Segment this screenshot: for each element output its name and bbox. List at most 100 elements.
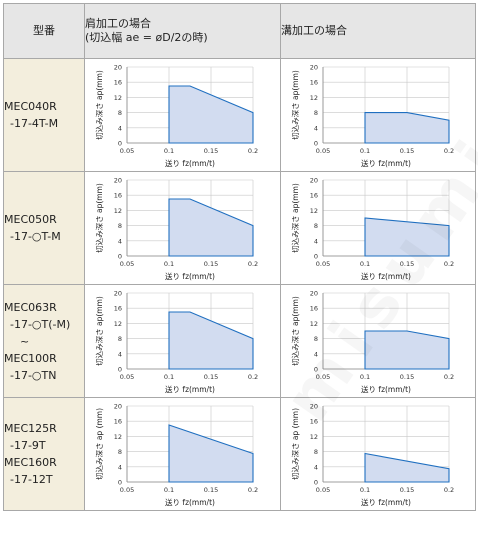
x-axis-label: 送り fz(mm/t) <box>165 384 215 394</box>
model-cell: MEC050R -17-○T-M <box>3 171 85 285</box>
y-tick-label: 12 <box>114 207 122 215</box>
x-tick-label: 0.15 <box>400 486 414 494</box>
y-tick-label: 4 <box>314 237 318 245</box>
model-line: -17-9T <box>10 439 46 452</box>
x-tick-label: 0.05 <box>120 373 134 381</box>
y-tick-label: 0 <box>314 479 318 487</box>
y-tick-label: 0 <box>314 253 318 261</box>
x-tick-label: 0.2 <box>248 260 258 268</box>
model-line: MEC100R <box>4 351 57 365</box>
y-tick-label: 12 <box>310 207 318 215</box>
model-line: MEC040R <box>4 100 57 113</box>
model-line: MEC063R <box>4 300 57 314</box>
y-tick-label: 12 <box>310 433 318 441</box>
y-tick-label: 8 <box>118 109 122 117</box>
range-area <box>168 198 254 257</box>
x-axis-label: 送り fz(mm/t) <box>361 497 411 507</box>
y-tick-label: 16 <box>310 305 318 313</box>
groove-chart-cell: 0 4 8 12 16 20 0.05 0.1 0.15 0.2 送り fz(mm/t) 切込み深さ … <box>280 397 476 511</box>
shoulder-chart: 0 4 8 12 16 20 0.05 0.1 0.15 0.2 送り fz(mm/t) 切込み深さ … <box>95 403 258 508</box>
y-tick-label: 8 <box>118 222 122 230</box>
y-axis-label: 切込み深さ ap (mm) <box>95 408 104 480</box>
header-shoulder: 肩加工の場合 (切込幅 ae = øD/2の時) <box>84 3 281 59</box>
table-row: MEC063R -17-○T(-M) ~ MEC100R -17-○TN 0 4 8… <box>3 284 476 398</box>
y-tick-label: 16 <box>310 79 318 87</box>
x-tick-label: 0.1 <box>164 486 174 494</box>
x-tick-label: 0.2 <box>248 147 258 155</box>
y-tick-label: 16 <box>114 418 122 426</box>
x-tick-label: 0.15 <box>204 486 218 494</box>
y-tick-label: 0 <box>314 366 318 374</box>
model-line: MEC160R <box>4 456 57 469</box>
y-tick-label: 20 <box>114 64 122 72</box>
shoulder-chart-cell: 0 4 8 12 16 20 0.05 0.1 0.15 0.2 送り fz(mm/t) 切込み深さ … <box>84 397 281 511</box>
header-groove: 溝加工の場合 <box>280 3 476 59</box>
shoulder-chart-cell: 0 4 8 12 16 20 0.05 0.1 0.15 0.2 送り fz(mm/t) 切込み深さ … <box>84 171 281 285</box>
model-line: MEC050R <box>4 213 57 226</box>
cutting-conditions-table: 型番 肩加工の場合 (切込幅 ae = øD/2の時) 溝加工の場合 MEC04… <box>3 3 476 511</box>
groove-chart: 0 4 8 12 16 20 0.05 0.1 0.15 0.2 送り fz(mm/t) 切込み深さ … <box>291 403 454 508</box>
y-tick-label: 4 <box>118 237 122 245</box>
y-tick-label: 4 <box>314 124 318 132</box>
x-tick-label: 0.05 <box>316 373 330 381</box>
y-tick-label: 16 <box>114 192 122 200</box>
groove-chart-cell: 0 4 8 12 16 20 0.05 0.1 0.15 0.2 送り fz(mm/t) 切込み深さ … <box>280 58 476 172</box>
x-tick-label: 0.1 <box>360 486 370 494</box>
range-area <box>168 424 254 483</box>
x-axis-label: 送り fz(mm/t) <box>165 158 215 168</box>
x-axis-label: 送り fz(mm/t) <box>165 271 215 281</box>
y-tick-label: 0 <box>118 140 122 148</box>
header-shoulder-line1: 肩加工の場合 <box>85 17 151 30</box>
x-tick-label: 0.05 <box>316 147 330 155</box>
y-tick-label: 4 <box>118 124 122 132</box>
y-tick-label: 20 <box>114 177 122 185</box>
x-tick-label: 0.15 <box>204 147 218 155</box>
model-line: -17-○T-M <box>10 230 61 243</box>
range-area <box>168 85 254 144</box>
y-tick-label: 0 <box>118 366 122 374</box>
y-tick-label: 12 <box>310 94 318 102</box>
x-tick-label: 0.05 <box>316 260 330 268</box>
y-tick-label: 8 <box>118 335 122 343</box>
y-axis-label: 切込み深さ ap(mm) <box>95 183 104 253</box>
y-tick-label: 12 <box>114 433 122 441</box>
y-tick-label: 20 <box>310 64 318 72</box>
x-tick-label: 0.15 <box>400 373 414 381</box>
shoulder-chart-cell: 0 4 8 12 16 20 0.05 0.1 0.15 0.2 送り fz(mm/t) 切込み深さ … <box>84 58 281 172</box>
x-axis-label: 送り fz(mm/t) <box>361 384 411 394</box>
shoulder-chart: 0 4 8 12 16 20 0.05 0.1 0.15 0.2 送り fz(mm/t) 切込み深さ … <box>95 177 258 282</box>
y-axis-label: 切込み深さ ap(mm) <box>95 296 104 366</box>
y-tick-label: 8 <box>314 109 318 117</box>
x-axis-label: 送り fz(mm/t) <box>361 158 411 168</box>
model-line: ~ <box>20 334 30 348</box>
x-tick-label: 0.05 <box>316 486 330 494</box>
y-axis-label: 切込み深さ ap(mm) <box>95 70 104 140</box>
y-axis-label: 切込み深さ ap (mm) <box>291 408 300 480</box>
x-tick-label: 0.1 <box>360 147 370 155</box>
y-axis-label: 切込み深さ ap(mm) <box>291 70 300 140</box>
model-cell: MEC063R -17-○T(-M) ~ MEC100R -17-○TN <box>3 284 85 398</box>
model-line: -17-12T <box>10 473 53 486</box>
y-tick-label: 20 <box>310 290 318 298</box>
x-tick-label: 0.2 <box>248 486 258 494</box>
y-tick-label: 4 <box>118 463 122 471</box>
range-area <box>168 311 254 370</box>
y-tick-label: 0 <box>118 479 122 487</box>
y-tick-label: 16 <box>114 79 122 87</box>
groove-chart-cell: 0 4 8 12 16 20 0.05 0.1 0.15 0.2 送り fz(mm/t) 切込み深さ … <box>280 171 476 285</box>
y-tick-label: 8 <box>314 335 318 343</box>
y-tick-label: 20 <box>114 403 122 411</box>
model-line: MEC125R <box>4 422 57 435</box>
header-model: 型番 <box>3 3 85 59</box>
table-row: MEC040R -17-4T-M 0 4 8 12 16 20 0.05 0.1 0.15 0.2… <box>3 58 476 172</box>
y-tick-label: 16 <box>310 418 318 426</box>
x-tick-label: 0.1 <box>164 373 174 381</box>
shoulder-chart-cell: 0 4 8 12 16 20 0.05 0.1 0.15 0.2 送り fz(mm/t) 切込み深さ … <box>84 284 281 398</box>
y-tick-label: 4 <box>118 350 122 358</box>
x-tick-label: 0.2 <box>444 147 454 155</box>
range-area <box>364 112 450 144</box>
x-tick-label: 0.05 <box>120 260 134 268</box>
y-axis-label: 切込み深さ ap(mm) <box>291 296 300 366</box>
x-tick-label: 0.1 <box>164 147 174 155</box>
range-area <box>364 217 450 257</box>
